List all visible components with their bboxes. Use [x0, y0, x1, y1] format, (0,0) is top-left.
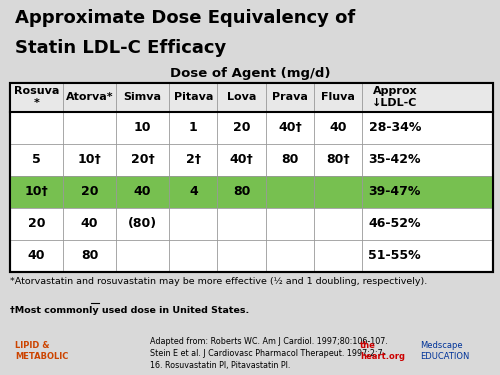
Text: 80†: 80† — [326, 153, 350, 166]
Text: Rosuva
*: Rosuva * — [14, 86, 59, 108]
Text: 1: 1 — [189, 121, 198, 134]
Text: 10†: 10† — [24, 185, 48, 198]
Text: 40†: 40† — [278, 121, 301, 134]
Text: 46-52%: 46-52% — [368, 217, 421, 230]
Text: 2†: 2† — [186, 153, 201, 166]
Text: Simva: Simva — [124, 92, 162, 102]
Text: Medscape
EDUCATION: Medscape EDUCATION — [420, 341, 470, 361]
Text: 28-34%: 28-34% — [368, 121, 421, 134]
Text: 20: 20 — [233, 121, 250, 134]
Text: 40: 40 — [81, 217, 98, 230]
Text: Atorva*: Atorva* — [66, 92, 114, 102]
Text: *Atorvastatin and rosuvastatin may be more effective (½ and 1 doubling, respecti: *Atorvastatin and rosuvastatin may be mo… — [10, 278, 427, 286]
Text: Approximate Dose Equivalency of: Approximate Dose Equivalency of — [15, 9, 355, 27]
Text: 51-55%: 51-55% — [368, 249, 421, 262]
Text: 20: 20 — [81, 185, 98, 198]
Bar — [10, 82, 492, 112]
Text: Dose of Agent (mg/d): Dose of Agent (mg/d) — [170, 68, 330, 81]
Text: Adapted from: Roberts WC. Am J Cardiol. 1997;80:106-107.
Stein E et al. J Cardio: Adapted from: Roberts WC. Am J Cardiol. … — [150, 338, 388, 370]
Text: 80: 80 — [233, 185, 250, 198]
Text: Fluva: Fluva — [321, 92, 355, 102]
Text: Statin LDL-C Efficacy: Statin LDL-C Efficacy — [15, 39, 226, 57]
Text: 4: 4 — [189, 185, 198, 198]
Text: 20†: 20† — [131, 153, 154, 166]
Text: 40†: 40† — [230, 153, 254, 166]
Text: 10†: 10† — [78, 153, 102, 166]
Text: 40: 40 — [28, 249, 46, 262]
Text: Approx
↓LDL-C: Approx ↓LDL-C — [372, 86, 418, 108]
Text: 35-42%: 35-42% — [368, 153, 421, 166]
Bar — [10, 176, 492, 208]
Text: (80): (80) — [128, 217, 157, 230]
Text: †Most commonly used dose in United States.: †Most commonly used dose in United State… — [10, 306, 249, 315]
Bar — [10, 82, 492, 272]
Text: Pitava: Pitava — [174, 92, 213, 102]
Text: Lova: Lova — [227, 92, 256, 102]
Text: 5: 5 — [32, 153, 41, 166]
Text: 20: 20 — [28, 217, 46, 230]
Text: 40: 40 — [330, 121, 347, 134]
Text: 80: 80 — [281, 153, 298, 166]
Text: 40: 40 — [134, 185, 152, 198]
Text: 10: 10 — [134, 121, 152, 134]
Text: Prava: Prava — [272, 92, 308, 102]
Text: LIPID &
METABOLIC: LIPID & METABOLIC — [15, 341, 68, 361]
Text: the
heart.org: the heart.org — [360, 341, 405, 361]
Bar — [10, 82, 492, 272]
Text: 80: 80 — [81, 249, 98, 262]
Text: 39-47%: 39-47% — [368, 185, 421, 198]
